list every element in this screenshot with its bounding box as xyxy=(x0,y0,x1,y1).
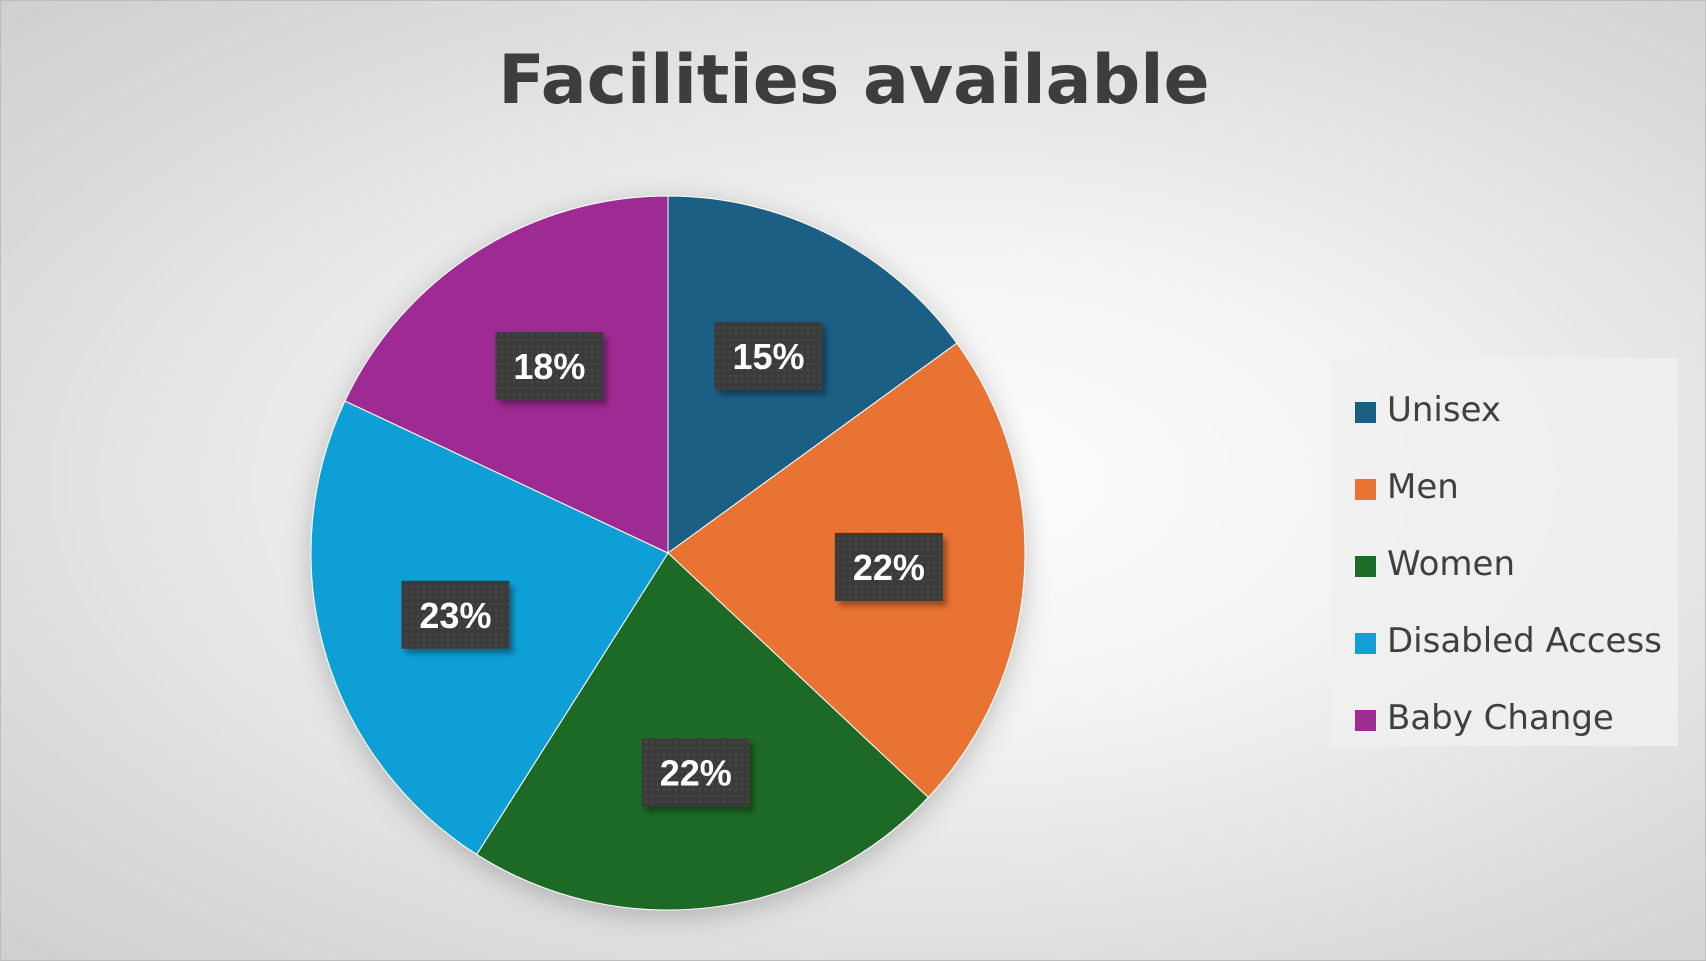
data-label-box xyxy=(641,738,750,807)
pie-data-labels: 15% 22% 22% 23% 18% xyxy=(401,321,943,807)
data-label-text: 15% xyxy=(732,336,804,377)
legend-swatch xyxy=(1355,479,1376,500)
legend-swatch xyxy=(1355,556,1376,577)
legend-item-men: Men xyxy=(1332,453,1678,530)
data-label: 15% xyxy=(714,321,823,390)
data-label: 22% xyxy=(641,738,750,807)
data-label-text: 18% xyxy=(513,346,585,387)
data-label-text: 23% xyxy=(419,595,491,636)
legend-swatch xyxy=(1355,633,1376,654)
legend-swatch xyxy=(1355,402,1376,423)
legend-swatch xyxy=(1355,710,1376,731)
pie-slice-women xyxy=(476,552,929,911)
legend-label: Men xyxy=(1387,467,1459,507)
data-label-box xyxy=(401,580,510,649)
legend-item-baby-change: Baby Change xyxy=(1332,684,1678,761)
legend-label: Disabled Access xyxy=(1387,621,1662,661)
legend-item-women: Women xyxy=(1332,530,1678,607)
legend: Unisex Men Women Disabled Access Baby Ch… xyxy=(1332,358,1678,746)
data-label: 22% xyxy=(834,532,943,601)
chart-title: Facilities available xyxy=(498,41,1210,120)
data-label-text: 22% xyxy=(660,753,732,794)
legend-item-unisex: Unisex xyxy=(1332,376,1678,453)
data-label-box xyxy=(714,321,823,390)
data-label-text: 22% xyxy=(853,547,925,588)
data-label: 18% xyxy=(495,332,604,401)
data-label-box xyxy=(834,532,943,601)
legend-label: Unisex xyxy=(1387,390,1502,430)
legend-label: Women xyxy=(1387,544,1516,584)
data-label: 23% xyxy=(401,580,510,649)
legend-item-disabled-access: Disabled Access xyxy=(1332,607,1678,684)
data-label-box xyxy=(495,332,604,401)
legend-label: Baby Change xyxy=(1387,698,1614,738)
